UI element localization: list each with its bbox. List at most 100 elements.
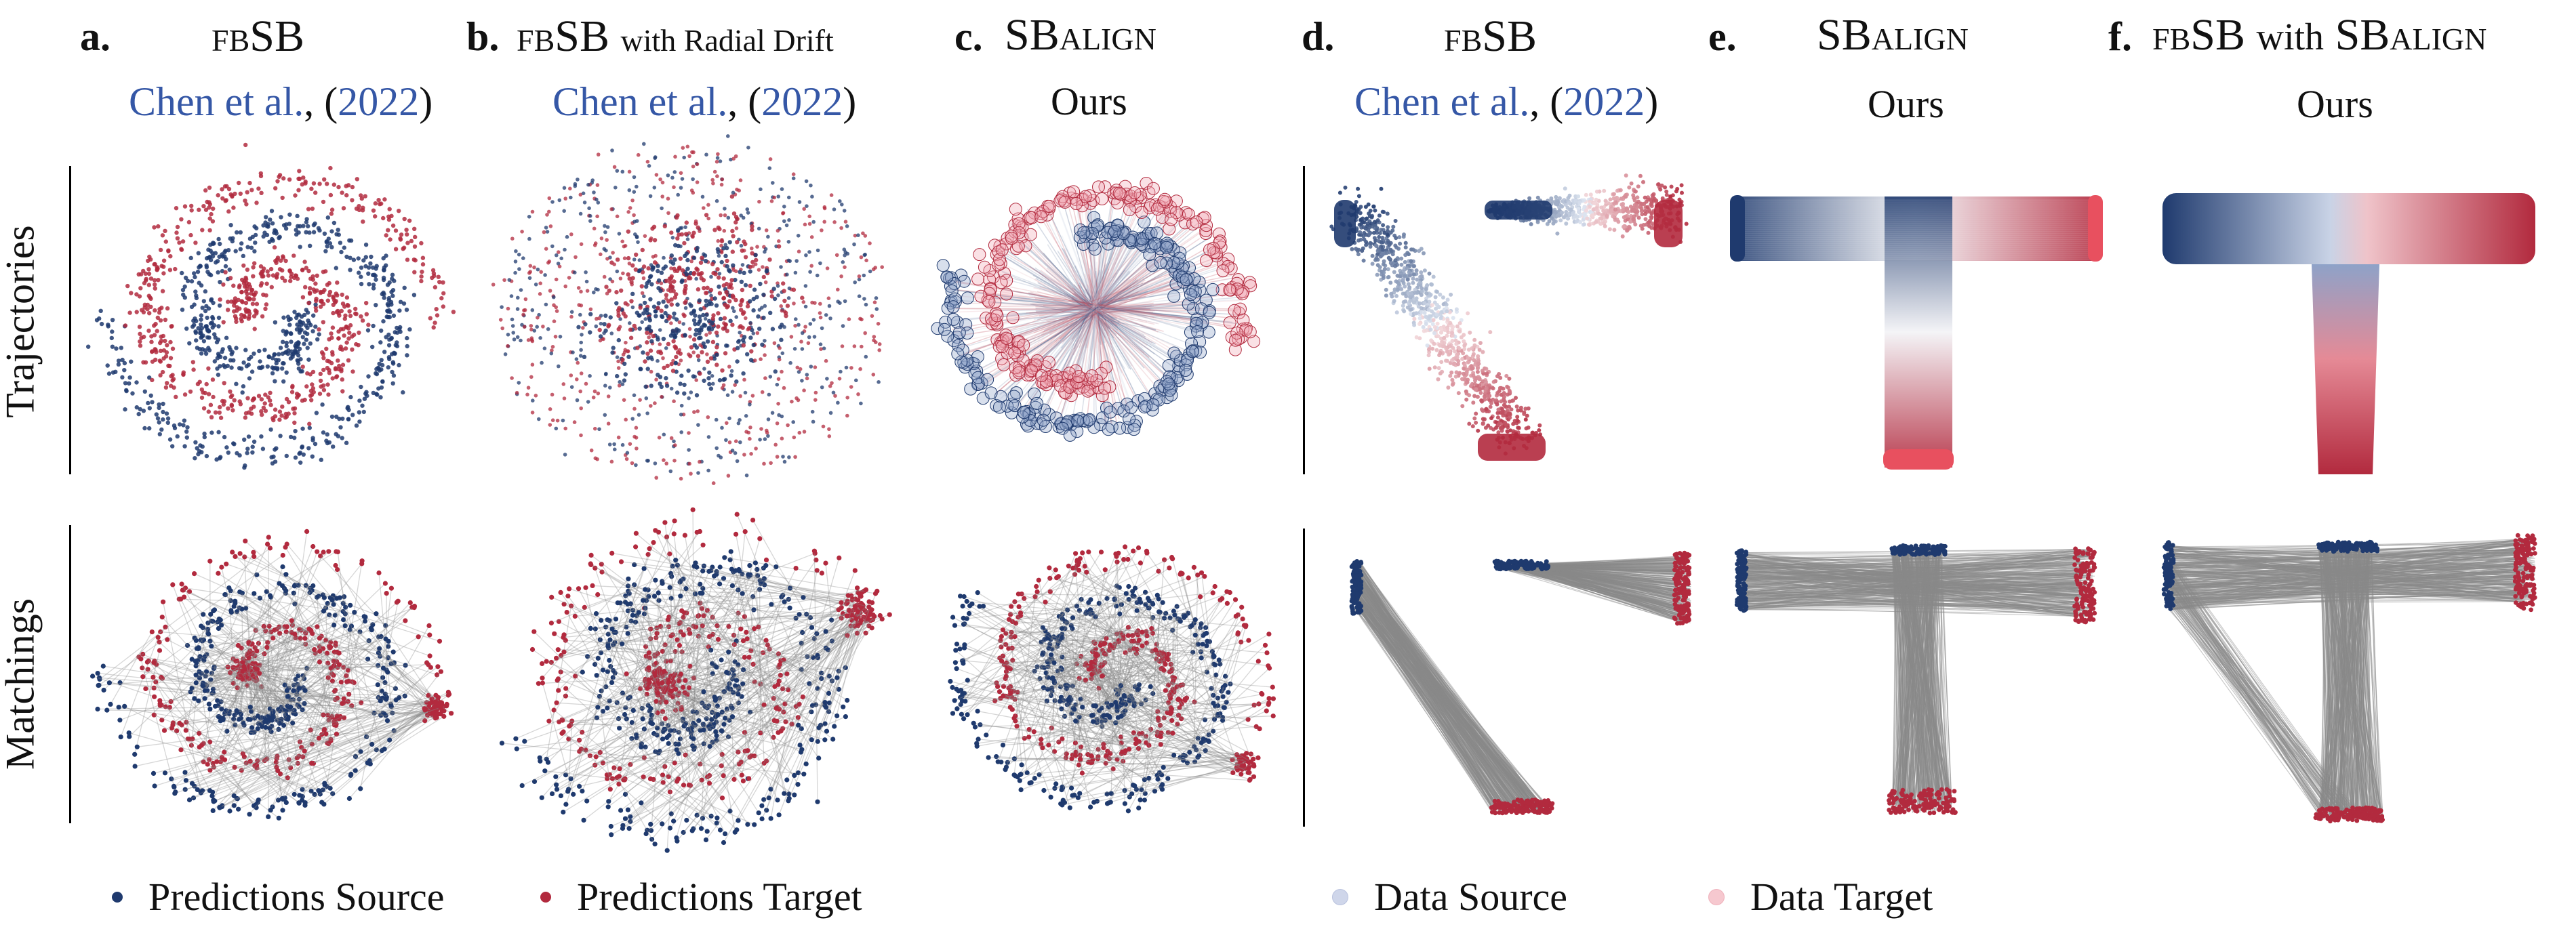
target-point <box>398 237 403 242</box>
trajectory-point <box>1401 299 1406 304</box>
source-point <box>348 255 353 260</box>
target-point <box>402 216 407 222</box>
source-point <box>134 405 139 410</box>
trajectory-point <box>1373 243 1378 248</box>
cloud-point <box>800 379 804 383</box>
trajectory-point <box>1403 274 1407 278</box>
cloud-point <box>634 426 639 430</box>
source-point <box>350 413 355 417</box>
source-point <box>936 259 950 272</box>
source-point <box>717 378 723 383</box>
source-point <box>204 453 209 459</box>
target-point <box>659 308 664 313</box>
source-point <box>195 346 200 350</box>
source-point <box>314 411 319 415</box>
target-point <box>203 207 209 212</box>
cloud-point <box>705 352 709 356</box>
target-point <box>800 295 805 300</box>
source-point <box>946 300 960 314</box>
cloud-point <box>548 289 552 293</box>
cloud-point <box>803 222 807 227</box>
cloud-point <box>632 175 637 180</box>
source-point <box>359 281 364 287</box>
trajectory-point <box>1411 272 1416 277</box>
cloud-point <box>825 377 829 381</box>
cloud-point <box>868 269 872 274</box>
target-point <box>668 314 672 319</box>
cloud-point <box>569 195 573 200</box>
cloud-point <box>857 294 862 299</box>
target-point <box>317 391 323 396</box>
source-point <box>697 331 702 336</box>
source-point <box>615 373 620 379</box>
source-point <box>110 329 115 334</box>
source-point <box>706 327 712 332</box>
source-point <box>649 339 654 344</box>
source-point <box>773 369 778 374</box>
trajectory-point <box>1392 270 1396 274</box>
source-point <box>643 384 648 389</box>
source-point <box>250 450 255 455</box>
target-point <box>344 295 350 300</box>
target-point <box>346 336 351 341</box>
source-point <box>742 335 747 339</box>
target-point <box>1223 316 1236 329</box>
source-point <box>320 402 325 407</box>
cloud-point <box>630 417 635 421</box>
target-point <box>137 294 142 299</box>
cloud-point <box>652 186 657 190</box>
target-point <box>371 208 376 213</box>
trajectory-point <box>1392 299 1396 304</box>
target-point <box>300 398 305 403</box>
target-point <box>146 283 151 287</box>
target-point <box>721 283 727 288</box>
source-point <box>697 335 702 341</box>
cloud-point <box>599 236 604 241</box>
cloud-point <box>727 365 731 369</box>
source-point <box>761 315 766 320</box>
target-point <box>148 296 153 301</box>
target-point <box>207 228 212 233</box>
trajectory-point <box>1596 211 1601 216</box>
source-point <box>748 269 752 274</box>
target-point <box>138 339 142 344</box>
cloud-point <box>740 263 745 267</box>
target-point <box>295 276 300 281</box>
target-point <box>645 331 649 335</box>
target-point <box>159 338 164 344</box>
target-point <box>740 297 744 303</box>
trajectory-point <box>1500 410 1505 415</box>
cloud-point <box>549 351 554 356</box>
trajectory-point <box>1457 346 1462 351</box>
target-point <box>340 389 345 394</box>
trajectory-point <box>1419 306 1424 310</box>
cloud-point <box>679 171 683 175</box>
source-point <box>134 380 139 385</box>
source-point <box>301 224 306 228</box>
source-point <box>348 238 354 243</box>
source-point <box>273 228 277 233</box>
cloud-point <box>708 331 712 335</box>
cloud-point <box>828 411 833 415</box>
cloud-point <box>641 276 646 281</box>
source-point <box>771 287 776 291</box>
trajectory-point <box>1405 277 1410 282</box>
source-point <box>300 444 305 449</box>
cloud-point <box>545 230 550 234</box>
source-point <box>361 409 366 415</box>
cloud-point <box>803 284 808 288</box>
source-point <box>603 313 608 318</box>
cloud-point <box>647 164 651 168</box>
cloud-point <box>683 306 688 310</box>
target-point <box>393 228 399 233</box>
source-point <box>178 422 182 427</box>
trajectory-point <box>1401 291 1405 296</box>
cloud-point <box>796 234 801 238</box>
source-point <box>611 346 616 350</box>
target-point <box>262 401 267 406</box>
cloud-point <box>592 226 597 231</box>
source-point <box>329 245 334 249</box>
cloud-point <box>510 236 515 241</box>
target-point <box>420 262 426 267</box>
target-point <box>186 220 192 225</box>
